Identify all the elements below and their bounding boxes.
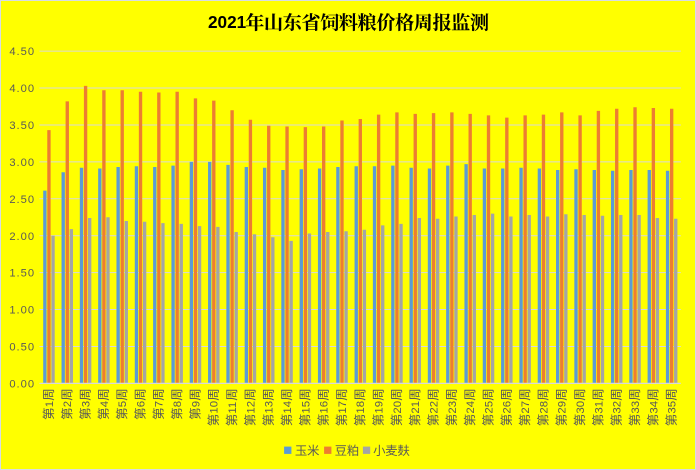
svg-text:11: 11 (227, 402, 239, 414)
svg-text:4.50: 4.50 (9, 46, 35, 58)
svg-text:7: 7 (154, 401, 166, 407)
svg-text:27: 27 (520, 401, 532, 414)
svg-text:35: 35 (667, 401, 679, 414)
svg-text:8: 8 (172, 401, 184, 407)
svg-text:22: 22 (428, 401, 440, 414)
svg-text:1.00: 1.00 (9, 305, 35, 317)
svg-text:20: 20 (392, 401, 404, 414)
svg-text:9: 9 (190, 401, 202, 407)
svg-text:1: 1 (44, 401, 56, 407)
svg-text:21: 21 (410, 401, 422, 414)
svg-text:3.50: 3.50 (9, 120, 35, 132)
svg-text:34: 34 (648, 401, 660, 414)
svg-text:5: 5 (117, 401, 129, 407)
svg-text:2.50: 2.50 (9, 194, 35, 206)
svg-text:2021: 2021 (208, 12, 247, 32)
svg-text:31: 31 (593, 401, 605, 414)
svg-text:6: 6 (135, 401, 147, 407)
svg-text:24: 24 (465, 401, 477, 414)
svg-text:4: 4 (99, 401, 111, 407)
svg-text:13: 13 (264, 401, 276, 414)
svg-text:23: 23 (447, 401, 459, 414)
svg-text:18: 18 (355, 401, 367, 414)
svg-text:2.00: 2.00 (9, 231, 35, 243)
svg-text:3.00: 3.00 (9, 157, 35, 169)
svg-text:30: 30 (575, 401, 587, 414)
svg-text:33: 33 (630, 401, 642, 414)
svg-text:17: 17 (337, 401, 349, 414)
svg-text:26: 26 (502, 401, 514, 414)
svg-text:0.00: 0.00 (9, 379, 35, 391)
svg-text:1.50: 1.50 (9, 268, 35, 280)
svg-text:12: 12 (245, 401, 257, 414)
svg-text:32: 32 (612, 401, 624, 414)
svg-text:2: 2 (62, 401, 74, 407)
svg-text:16: 16 (319, 401, 331, 414)
svg-text:3: 3 (80, 401, 92, 407)
svg-text:0.50: 0.50 (9, 342, 35, 354)
svg-text:25: 25 (483, 401, 495, 414)
svg-text:29: 29 (557, 401, 569, 414)
svg-text:10: 10 (209, 401, 221, 414)
svg-text:4.00: 4.00 (9, 83, 35, 95)
svg-text:14: 14 (282, 401, 294, 414)
svg-text:28: 28 (538, 401, 550, 414)
svg-text:15: 15 (300, 401, 312, 414)
svg-text:19: 19 (374, 401, 386, 414)
